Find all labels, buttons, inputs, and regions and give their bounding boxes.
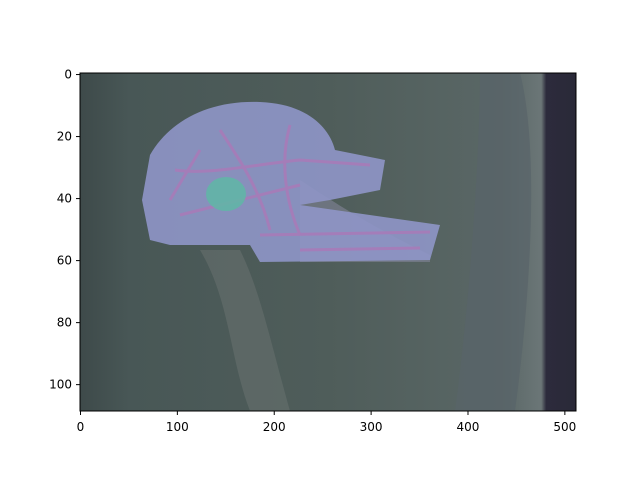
- y-tick-label: 0: [64, 68, 72, 82]
- x-tick-label: 300: [360, 420, 383, 434]
- x-tick-label: 0: [77, 420, 85, 434]
- y-tick-label: 40: [57, 192, 72, 206]
- x-tick-label: 400: [457, 420, 480, 434]
- y-tick-label: 80: [57, 316, 72, 330]
- x-tick-label: 500: [553, 420, 576, 434]
- image: [80, 73, 576, 411]
- x-tick-label: 100: [166, 420, 189, 434]
- x-tick-label: 200: [263, 420, 286, 434]
- y-tick-label: 60: [57, 254, 72, 268]
- y-tick-label: 20: [57, 130, 72, 144]
- y-tick-label: 100: [49, 378, 72, 392]
- axes-frame: [79, 72, 577, 412]
